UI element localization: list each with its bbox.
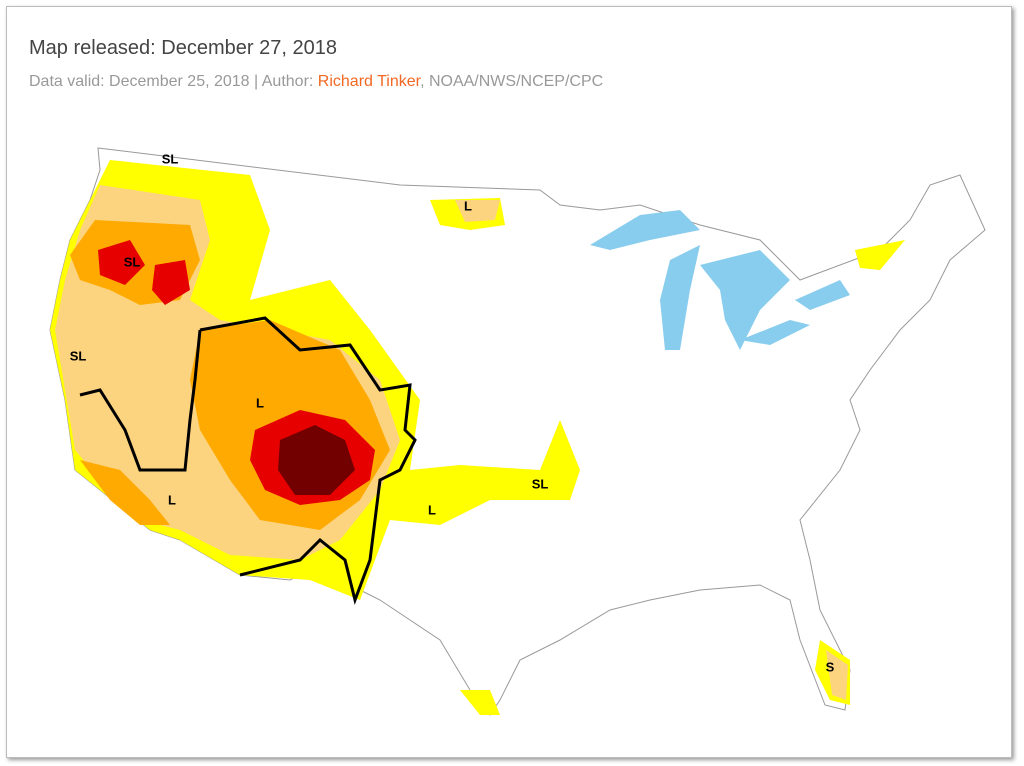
lakes (590, 210, 850, 350)
author-label: Author: (261, 73, 314, 90)
subtitle: Data valid: December 25, 2018 | Author: … (29, 73, 603, 91)
drought-areas (50, 160, 905, 715)
impact-label: S (826, 659, 835, 674)
impact-label: L (256, 395, 264, 410)
affiliation: , NOAA/NWS/NCEP/CPC (420, 73, 604, 90)
impact-label: SL (124, 254, 141, 269)
impact-label: L (428, 502, 436, 517)
map-title: Map released: December 27, 2018 (29, 37, 337, 59)
impact-label: SL (70, 348, 87, 363)
data-valid: Data valid: December 25, 2018 (29, 73, 250, 90)
impact-label: SL (162, 151, 179, 166)
separator: | (254, 73, 259, 90)
impact-boundaries (79, 316, 417, 606)
impact-label: L (168, 492, 176, 507)
impact-label: SL (532, 476, 549, 491)
author-link[interactable]: Richard Tinker (317, 73, 421, 90)
impact-label: L (464, 198, 472, 213)
